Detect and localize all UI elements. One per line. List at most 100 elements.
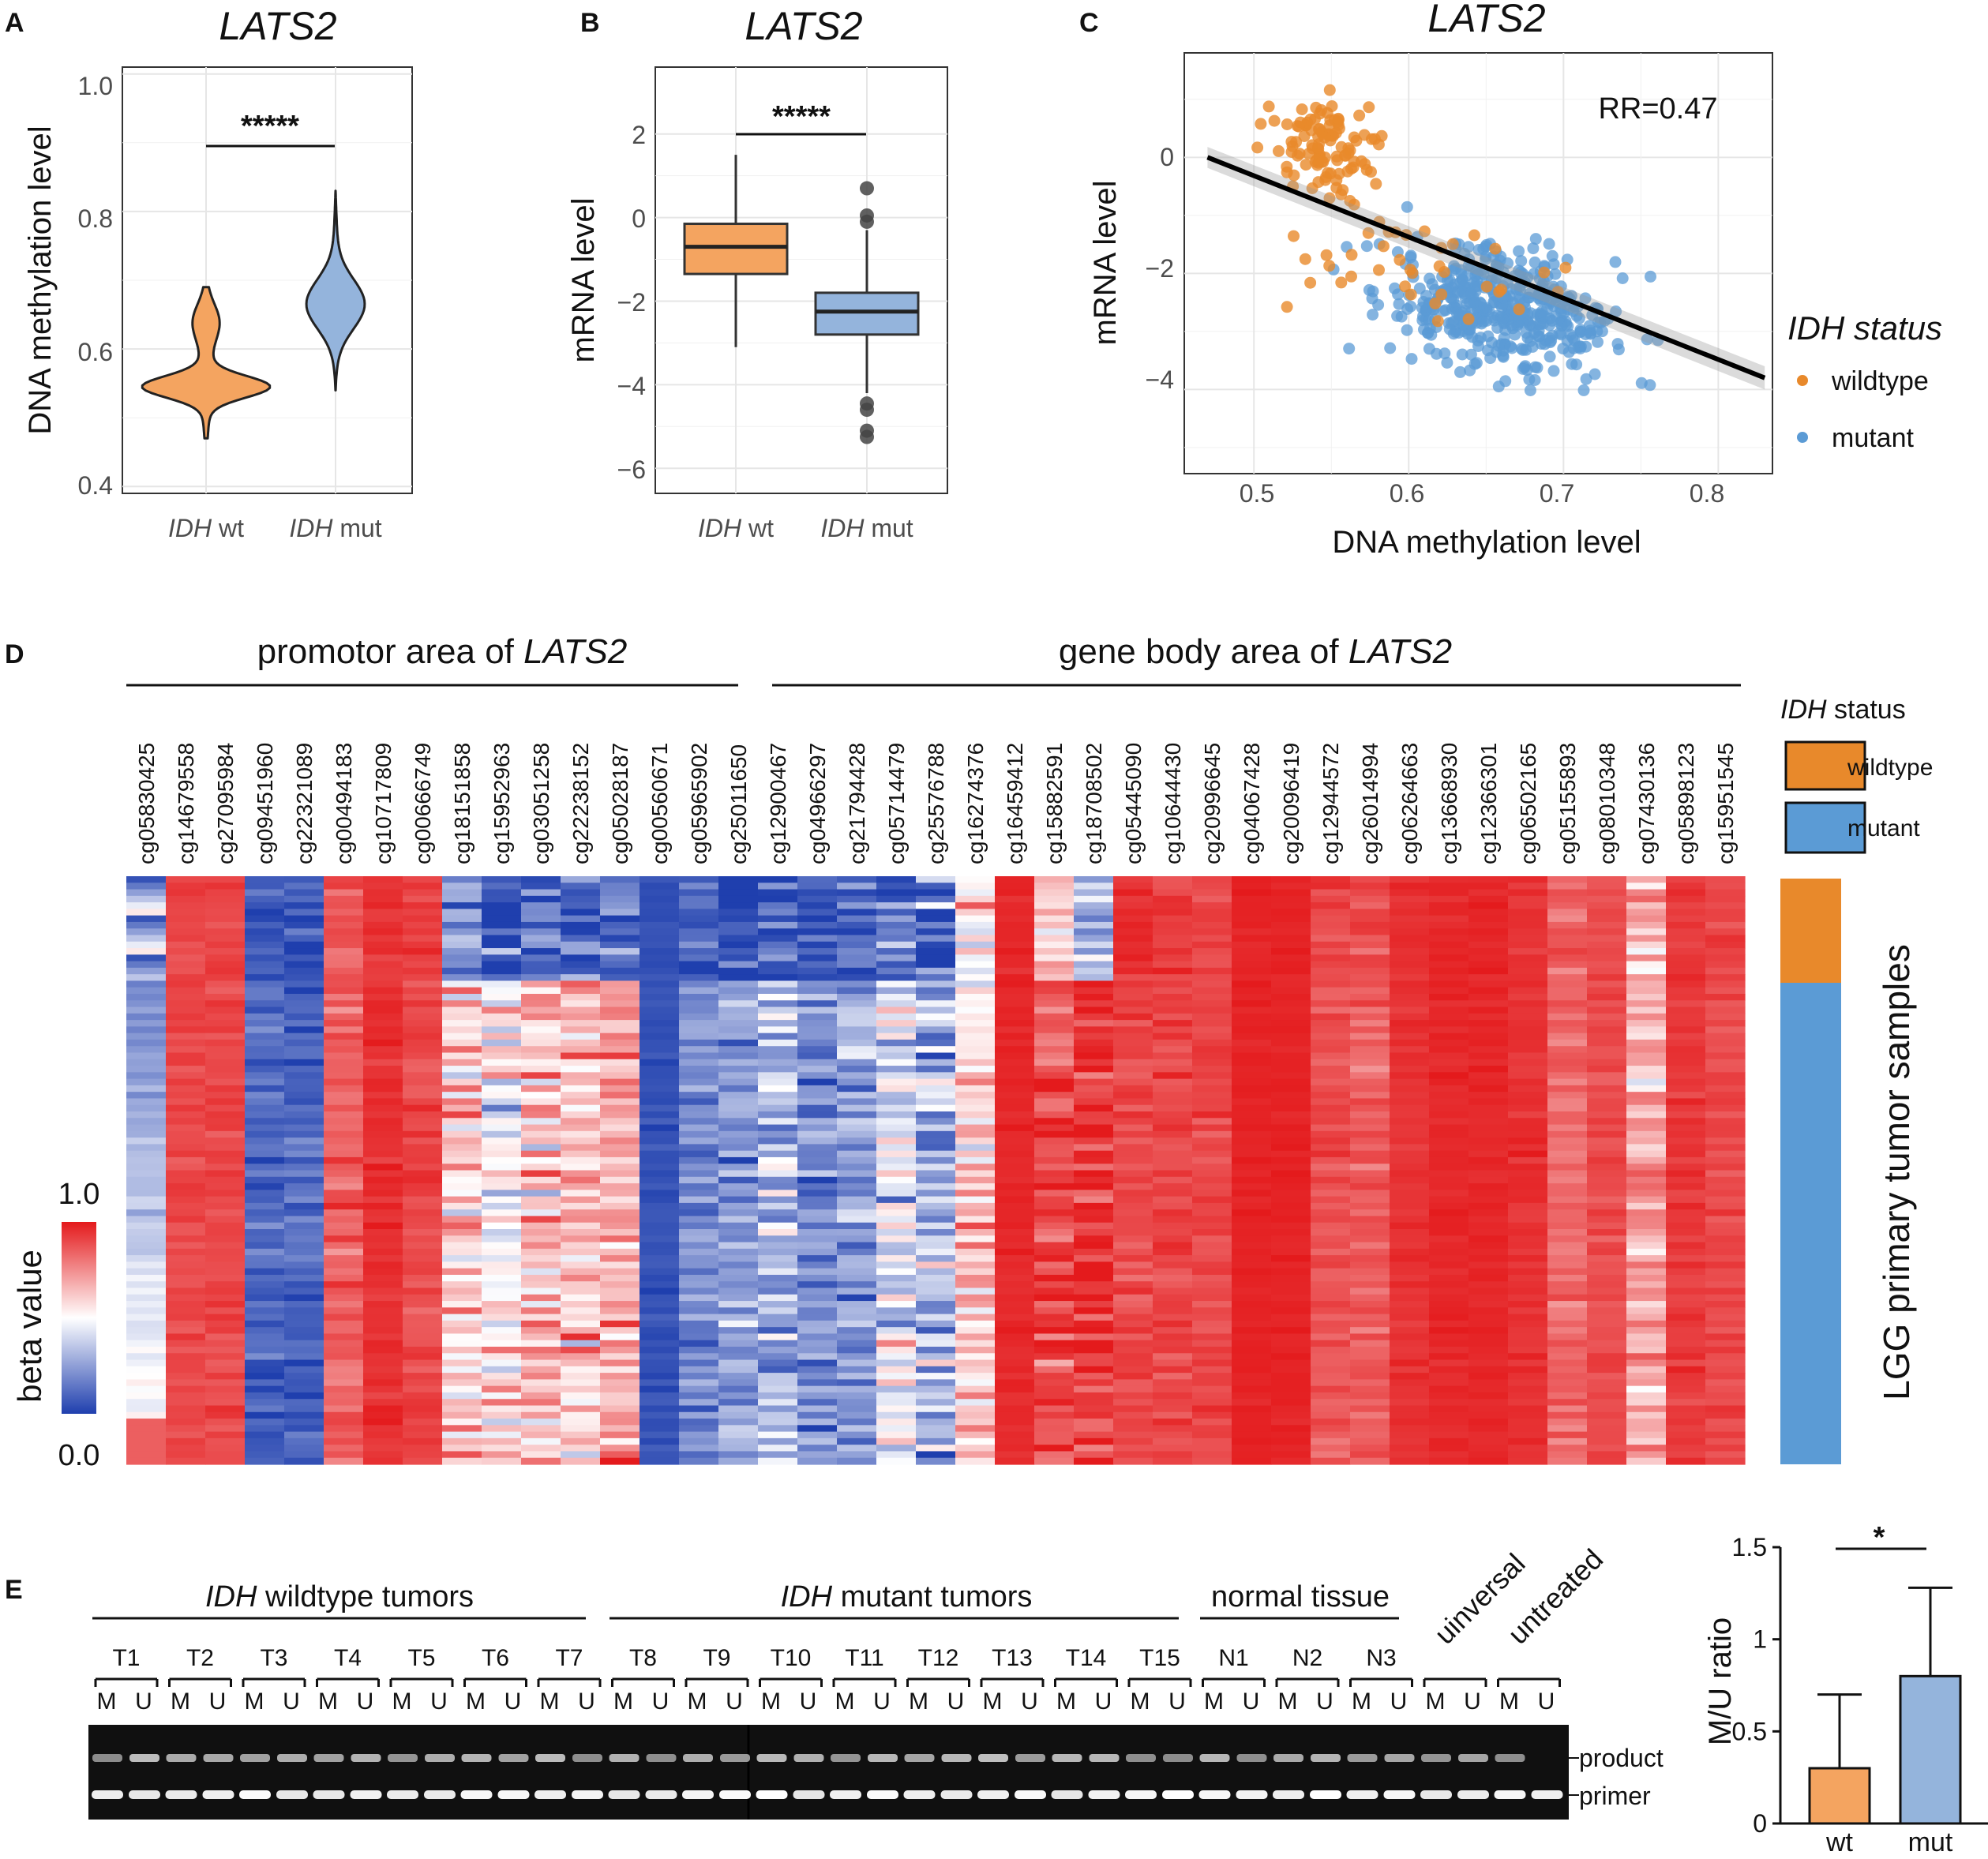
panel-d-heat-cell [1508, 1046, 1548, 1054]
panel-d-heat-cell [600, 1451, 640, 1459]
panel-d-heat-cell [679, 941, 719, 949]
panel-d-heat-cell [1390, 1333, 1430, 1341]
panel-d-heat-cell [166, 1320, 206, 1328]
panel-d-heat-cell [1074, 1164, 1114, 1171]
panel-d-heat-cell [482, 1092, 522, 1100]
panel-d-heat-cell [1153, 1138, 1193, 1145]
panel-d-heat-cell [1587, 1268, 1627, 1276]
panel-d-heat-cell [1390, 1150, 1430, 1158]
panel-d-heat-cell [1074, 1385, 1114, 1393]
panel-d-heat-cell [1390, 974, 1430, 982]
panel-d-heat-cell [245, 1216, 285, 1224]
panel-d-heat-cell [1468, 1111, 1509, 1119]
panel-d-heat-cell [1468, 1392, 1509, 1400]
panel-d-heat-cell [442, 1216, 482, 1224]
panel-d-heat-cell [640, 1411, 680, 1419]
panel-d-heat-cell [1034, 1013, 1075, 1021]
panel-d-heat-cell [1034, 987, 1075, 995]
panel-d-heat-cell [126, 1130, 167, 1138]
panel-e-lane-label: T12 [918, 1645, 959, 1671]
panel-d-heat-cell [324, 1379, 364, 1387]
panel-d-heat-cell [1429, 1164, 1469, 1171]
panel-e-band-primer [1162, 1790, 1194, 1799]
panel-d-heat-cell [1192, 1445, 1232, 1452]
panel-d-heat-cell [916, 1072, 956, 1080]
panel-e-lane-mu: U [505, 1688, 522, 1715]
panel-d-heat-cell [1350, 1347, 1390, 1354]
panel-d-heat-cell [1508, 1066, 1548, 1073]
panel-d-heat-cell [995, 1092, 1035, 1100]
panel-d-heat-cell [600, 1287, 640, 1295]
panel-e-lane-mu: U [578, 1688, 595, 1715]
panel-d-heat-cell [1547, 876, 1588, 883]
panel-d-heat-cell [403, 1098, 443, 1106]
panel-d-heat-cell [640, 1196, 680, 1204]
panel-d-heat-cell [1192, 935, 1232, 943]
panel-d-heat-cell [284, 1202, 324, 1210]
panel-d-heat-cell [521, 1373, 561, 1380]
panel-d-heat-cell [1468, 1340, 1509, 1347]
panel-d-heat-cell [482, 1268, 522, 1276]
panel-d-heat-cell [521, 941, 561, 949]
panel-d-heat-cell [876, 1229, 917, 1236]
panel-d-heat-cell [1468, 1301, 1509, 1308]
panel-d-heat-cell [995, 1405, 1035, 1413]
panel-d-heat-cell [1153, 876, 1193, 883]
panel-d-heat-cell [640, 1399, 680, 1407]
panel-d-heat-cell [797, 1222, 838, 1230]
panel-d-heat-cell [679, 1399, 719, 1407]
panel-d-heat-cell [1626, 1085, 1667, 1093]
panel-d-heat-cell [1626, 1340, 1667, 1347]
panel-d-heat-cell [995, 987, 1035, 995]
panel-e-band-primer [535, 1790, 566, 1799]
panel-d-heat-cell [561, 1059, 601, 1066]
panel-d-heat-cell [758, 1196, 798, 1204]
panel-d-probe-label: cg18151858 [450, 743, 474, 864]
panel-d-heat-cell [876, 1347, 917, 1354]
panel-d-heat-cell [1547, 1190, 1588, 1197]
panel-d-heat-cell [166, 1333, 206, 1341]
panel-d-heat-cell [521, 1150, 561, 1158]
panel-d-heat-cell [1429, 941, 1469, 949]
panel-d-heat-cell [205, 902, 246, 909]
panel-d-heat-cell [916, 1314, 956, 1321]
panel-d-heat-cell [995, 1033, 1035, 1040]
panel-d-heat-cell [1429, 1098, 1469, 1106]
panel-c-point-mutant [1487, 311, 1500, 324]
panel-d-heat-cell [1508, 1392, 1548, 1400]
panel-d-probe-label: cg09451960 [253, 743, 277, 864]
panel-d-heat-cell [1705, 1222, 1746, 1230]
panel-d-heat-cell [324, 1190, 364, 1197]
panel-d-heat-cell [1468, 1072, 1509, 1080]
panel-e-band-primer [1420, 1790, 1452, 1799]
panel-d-heat-cell [1626, 1281, 1667, 1289]
panel-d-heat-cell [482, 1124, 522, 1132]
panel-d-heat-cell [837, 915, 877, 923]
panel-a-xtick-wt: IDH wt [168, 514, 244, 542]
panel-d-heat-cell [640, 1138, 680, 1145]
panel-e-bar-significance: * [1874, 1521, 1885, 1554]
panel-d-heat-cell [442, 1353, 482, 1361]
panel-d-heat-cell [1350, 921, 1390, 929]
panel-e-band-product [313, 1754, 344, 1762]
panel-d-heat-cell [403, 1353, 443, 1361]
panel-d-heat-cell [679, 1013, 719, 1021]
panel-d-heat-cell [1192, 1098, 1232, 1106]
panel-d-heat-cell [1547, 1085, 1588, 1093]
panel-d-heat-cell [1232, 1156, 1272, 1164]
panel-d-heat-cell [245, 889, 285, 897]
panel-d-heat-cell [245, 1026, 285, 1034]
panel-d-probe-label: cg18708502 [1082, 743, 1106, 864]
panel-d-heat-cell [797, 1156, 838, 1164]
panel-d-heat-cell [482, 1457, 522, 1465]
panel-d-heat-cell [442, 1437, 482, 1445]
panel-d-heat-cell [1587, 1287, 1627, 1295]
panel-d-heat-cell [1074, 1379, 1114, 1387]
panel-d-heat-cell [1192, 1399, 1232, 1407]
panel-d-heat-cell [166, 1164, 206, 1171]
panel-d-heat-cell [718, 1046, 759, 1054]
panel-d-heat-cell [482, 1118, 522, 1126]
panel-d-heat-cell [1429, 1156, 1469, 1164]
panel-d-heat-cell [284, 967, 324, 975]
panel-e-lane-label: N2 [1292, 1645, 1322, 1671]
